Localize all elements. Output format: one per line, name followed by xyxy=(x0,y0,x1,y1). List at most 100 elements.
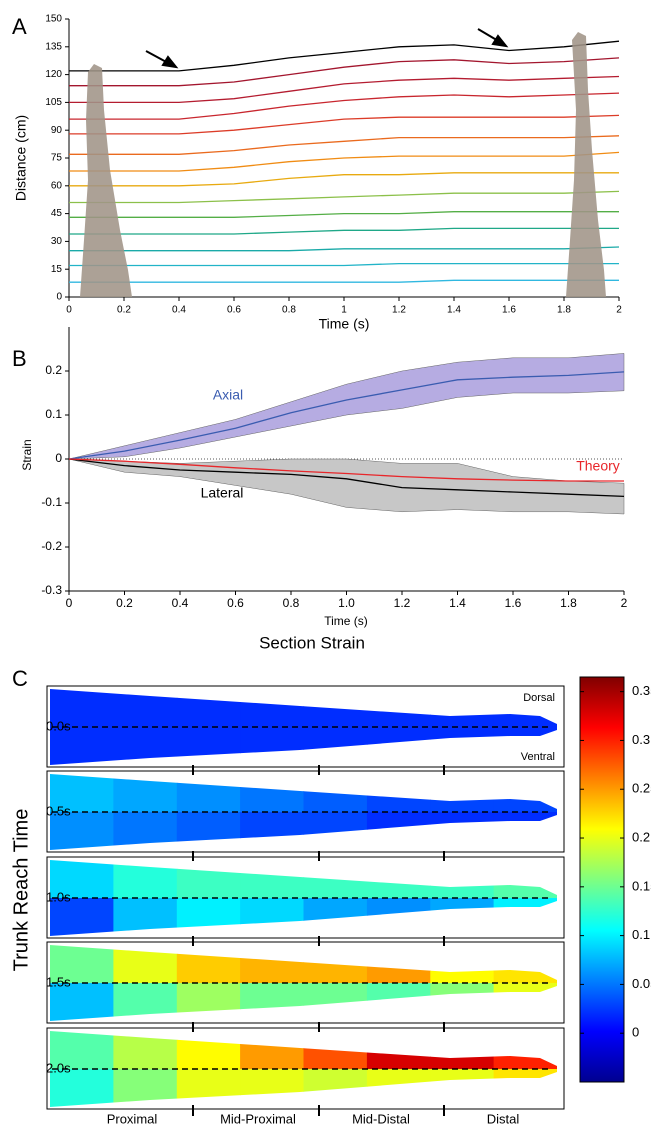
strain-cell xyxy=(240,812,305,850)
line xyxy=(69,211,619,218)
strain-cell xyxy=(50,983,114,1021)
y-tick-label: 135 xyxy=(45,41,62,52)
strain-cell xyxy=(366,727,431,765)
strain-cell xyxy=(303,774,368,812)
strain-cell xyxy=(493,1031,557,1069)
x-tick-label: 2 xyxy=(621,596,628,610)
x-tick-label: 1.2 xyxy=(394,596,411,610)
line xyxy=(69,227,619,235)
line xyxy=(69,279,619,283)
row-frame xyxy=(46,770,565,853)
strain-cell xyxy=(430,774,495,812)
line xyxy=(68,371,625,460)
strain-cell xyxy=(176,898,241,936)
strain-cell xyxy=(303,812,368,850)
strain-cell xyxy=(50,689,114,727)
x-tick-label: 1.0 xyxy=(338,596,355,610)
region-label: Mid-Distal xyxy=(352,1111,410,1126)
x-tick-label: 0 xyxy=(66,596,73,610)
strain-cell xyxy=(303,1069,368,1107)
colorbar-frame xyxy=(579,676,625,1083)
line xyxy=(69,135,620,155)
strain-cell xyxy=(366,689,431,727)
line xyxy=(69,172,619,187)
strain-cell xyxy=(176,860,241,898)
annotation: Ventral xyxy=(521,751,555,763)
x-tick-label: 1.8 xyxy=(560,596,577,610)
strain-cell xyxy=(303,860,368,898)
x-tick-label: 2 xyxy=(616,305,622,316)
x-tick-label: 0.4 xyxy=(172,305,186,316)
row-frame xyxy=(46,941,565,1024)
series-label: Lateral xyxy=(201,485,244,501)
region-label: Proximal xyxy=(107,1111,158,1126)
strain-cell xyxy=(493,1069,557,1107)
strain-cell xyxy=(303,983,368,1021)
y-tick-label: 105 xyxy=(45,97,62,108)
strain-cell xyxy=(113,945,178,983)
strain-cell xyxy=(240,898,305,936)
colorbar-label: 0 xyxy=(632,1025,639,1040)
x-tick-label: 0.2 xyxy=(117,305,131,316)
strain-cell xyxy=(113,727,178,765)
strain-cell xyxy=(493,860,557,898)
strain-cell xyxy=(240,945,305,983)
plot-area: -0.3 -0.2 -0.1 0 0.1 0.2 0 0.2 0.4 0.6 0.8 1.0 1.2 1.… xyxy=(41,327,628,610)
strain-cell xyxy=(366,1031,431,1069)
strain-cell xyxy=(113,860,178,898)
colorbar xyxy=(580,677,624,1082)
band xyxy=(68,353,625,460)
strain-cell xyxy=(113,983,178,1021)
colorbar-label: 0.15 xyxy=(632,878,651,893)
y-tick-label: 0 xyxy=(55,451,62,465)
strain-cell xyxy=(176,1069,241,1107)
row-frame xyxy=(46,856,565,939)
region-label: Mid-Proximal xyxy=(220,1111,296,1126)
row-label: 1.0s xyxy=(46,889,71,904)
y-tick-label: -0.1 xyxy=(41,495,62,509)
strain-cell xyxy=(50,860,114,898)
strain-cell xyxy=(113,774,178,812)
y-tick-label: 30 xyxy=(51,236,63,247)
strain-cell xyxy=(50,812,114,850)
strain-cell xyxy=(303,689,368,727)
y-tick-label: 90 xyxy=(51,125,63,136)
y-tick-label: 0.1 xyxy=(45,407,62,421)
row-frame xyxy=(46,685,565,768)
x-tick-label: 1.6 xyxy=(502,305,516,316)
strain-cell xyxy=(430,898,495,936)
x-tick-label: 1 xyxy=(341,305,347,316)
strain-cell xyxy=(430,1031,495,1069)
strain-cell xyxy=(493,945,557,983)
x-tick-label: 0.6 xyxy=(227,596,244,610)
x-tick-label: 1.6 xyxy=(505,596,522,610)
line xyxy=(69,190,620,204)
line xyxy=(69,40,620,72)
line xyxy=(69,114,620,135)
row-frame xyxy=(46,1027,565,1110)
colorbar-label: 0.25 xyxy=(632,781,651,796)
row-label: 2.0s xyxy=(46,1060,71,1075)
y-tick-label: 60 xyxy=(51,180,63,191)
y-tick-label: -0.2 xyxy=(41,539,62,553)
strain-cell xyxy=(430,945,495,983)
strain-cell xyxy=(176,727,241,765)
line xyxy=(68,458,624,482)
y-axis-label: Distance (cm) xyxy=(13,115,29,201)
x-tick-label: 0 xyxy=(66,305,72,316)
strain-cell xyxy=(176,774,241,812)
strain-cell xyxy=(113,898,178,936)
strain-cell xyxy=(240,983,305,1021)
x-tick-label: 0.4 xyxy=(172,596,189,610)
strain-cell xyxy=(493,898,557,936)
strain-cell xyxy=(176,689,241,727)
strain-cell xyxy=(430,860,495,898)
colorbar-label: 0.1 xyxy=(632,927,650,942)
strain-cell xyxy=(113,689,178,727)
strain-cell xyxy=(366,898,431,936)
plot-area: 0 15 30 45 60 75 90 105 120 135 150 0 0.2 0.4 0.6 0.8 1 1… xyxy=(45,14,622,316)
x-tick-label: 1.4 xyxy=(447,305,461,316)
strain-cell xyxy=(366,860,431,898)
y-tick-label: 45 xyxy=(51,208,63,219)
